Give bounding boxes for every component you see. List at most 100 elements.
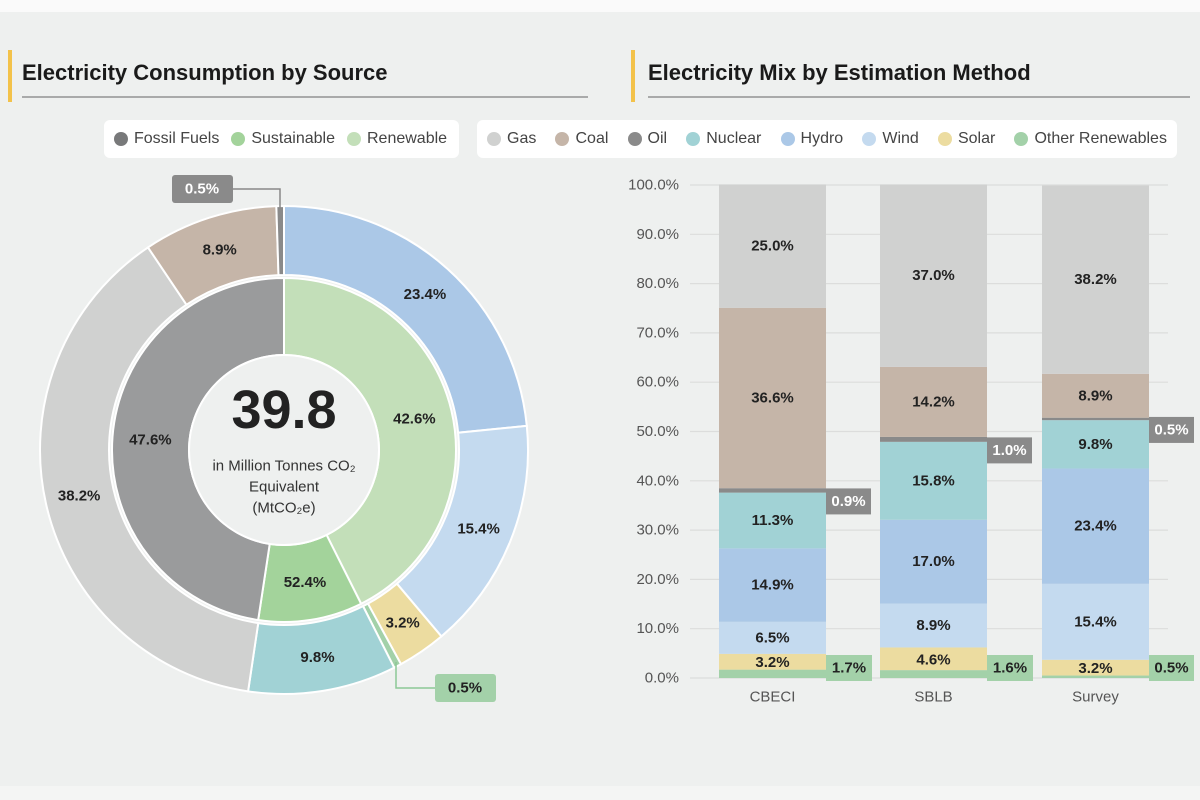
x-category-label: SBLB	[914, 689, 952, 706]
bottom-strip	[0, 786, 1200, 800]
bar-callout-tag	[826, 655, 872, 681]
outer-ring-segment-oil	[275, 204, 285, 277]
bar-segment-gas	[880, 184, 987, 367]
y-tick-label: 40.0%	[636, 472, 679, 489]
callout-oil-tag	[172, 175, 233, 203]
center-unit: (MtCO₂e)	[252, 500, 315, 517]
legend-label: Oil	[647, 130, 668, 147]
y-tick-label: 10.0%	[636, 620, 679, 637]
legend-swatch	[231, 132, 246, 146]
outer-ring-label: 3.2%	[386, 615, 420, 632]
center-value: 39.8	[231, 380, 336, 440]
bar-callout-tag	[987, 437, 1032, 464]
bar-value-label: 14.2%	[912, 393, 955, 410]
bar-callout-tag	[987, 655, 1033, 681]
bar-callout-label: 1.7%	[832, 660, 866, 677]
y-tick-label: 20.0%	[636, 571, 679, 588]
legend-label: Wind	[882, 130, 919, 147]
bar-value-label: 36.6%	[751, 389, 794, 406]
outer-ring-label: 38.2%	[58, 488, 101, 505]
legend-item: Wind	[862, 130, 919, 148]
bar-value-label: 3.2%	[1078, 660, 1112, 677]
legend-swatch	[346, 132, 361, 146]
bar-callout-label: 1.6%	[993, 660, 1027, 677]
center-unit: Equivalent	[249, 479, 320, 496]
inner-ring-label: 47.6%	[129, 431, 172, 448]
top-strip	[0, 0, 1200, 12]
bar-segment-oil	[719, 488, 826, 493]
legend-item: Coal	[555, 130, 608, 148]
bar-segment-hydro	[880, 519, 987, 604]
bar-segment-gas	[1042, 185, 1149, 374]
y-tick-label: 90.0%	[636, 226, 679, 243]
outer-ring-segment-gas	[39, 246, 260, 693]
bar-segment-nuclear	[880, 441, 987, 520]
bar-segment-wind	[1042, 583, 1149, 660]
inner-ring-label: 42.6%	[393, 411, 436, 428]
legend-swatch	[1014, 132, 1029, 146]
legend-swatch	[780, 132, 795, 146]
legend-swatch	[627, 132, 642, 146]
bar-segment-other-renewables	[880, 670, 987, 678]
bar-callout-tag	[826, 488, 871, 515]
y-tick-label: 30.0%	[636, 522, 679, 539]
legend-swatch	[555, 132, 570, 146]
legend-label: Coal	[575, 130, 609, 147]
legend-swatch	[686, 132, 701, 146]
legend-label: Hydro	[800, 130, 844, 147]
legend-label: Sustainable	[251, 130, 335, 147]
title-accent-bar	[631, 50, 635, 102]
bar-segment-hydro	[719, 548, 826, 622]
legend-swatch	[862, 132, 877, 146]
y-tick-label: 50.0%	[636, 423, 679, 440]
legend-item: Renewable	[346, 130, 448, 148]
legend-label: Gas	[507, 130, 537, 147]
callout-other-label: 0.5%	[448, 680, 482, 697]
bar-legend: Gas Coal Oil Nuclear Hydro Wind Solar Other Ren…	[477, 120, 1177, 158]
bar-segment-other-renewables	[1042, 675, 1149, 678]
legend-item: Fossil Fuels	[114, 130, 219, 148]
y-tick-label: 80.0%	[636, 275, 679, 292]
bar-value-label: 11.3%	[752, 512, 794, 529]
bar-segment-coal	[880, 366, 987, 437]
legend-label: Renewable	[366, 130, 448, 147]
bar-value-label: 6.5%	[755, 629, 789, 646]
bar-segment-other-renewables	[719, 669, 826, 678]
bar-segment-hydro	[1042, 468, 1149, 584]
bar-callout-label: 1.0%	[992, 442, 1026, 459]
bar-chart-title: Electricity Mix by Estimation Method	[648, 60, 1031, 85]
bar-value-label: 23.4%	[1074, 518, 1117, 535]
title-accent-bar	[8, 50, 12, 102]
x-category-label: Survey	[1072, 689, 1119, 706]
bar-value-label: 9.8%	[1078, 436, 1112, 453]
bar-segment-oil	[880, 436, 987, 442]
legend-swatch	[114, 132, 128, 146]
legend-item: Hydro	[780, 130, 844, 148]
title-underline	[22, 96, 588, 98]
bar-segment-solar	[880, 647, 987, 671]
bar-segment-gas	[719, 184, 826, 308]
callout-oil-label: 0.5%	[185, 181, 219, 198]
bar-segment-wind	[719, 621, 826, 654]
bar-value-label: 8.9%	[916, 617, 950, 634]
bar-value-label: 8.9%	[1078, 387, 1112, 404]
inner-ring-label: 52.4%	[284, 574, 327, 591]
y-tick-label: 0.0%	[645, 670, 679, 687]
legend-item: Sustainable	[231, 130, 335, 148]
bar-segment-solar	[1042, 659, 1149, 676]
bar-value-label: 15.4%	[1074, 613, 1117, 630]
callout-other-tag	[435, 674, 496, 702]
y-tick-label: 60.0%	[636, 374, 679, 391]
legend-item: Oil	[627, 130, 668, 148]
donut-center	[188, 354, 380, 546]
x-category-label: CBECI	[750, 689, 796, 706]
bar-segment-nuclear	[1042, 420, 1149, 469]
bar-value-label: 15.8%	[912, 472, 955, 489]
outer-ring-label: 23.4%	[404, 286, 447, 303]
legend-label: Nuclear	[706, 130, 762, 147]
bar-callout-tag	[1149, 655, 1194, 681]
bar-segment-solar	[719, 653, 826, 670]
bar-value-label: 38.2%	[1074, 271, 1117, 288]
legend-label: Fossil Fuels	[134, 130, 220, 147]
bar-callout-label: 0.5%	[1154, 660, 1188, 677]
